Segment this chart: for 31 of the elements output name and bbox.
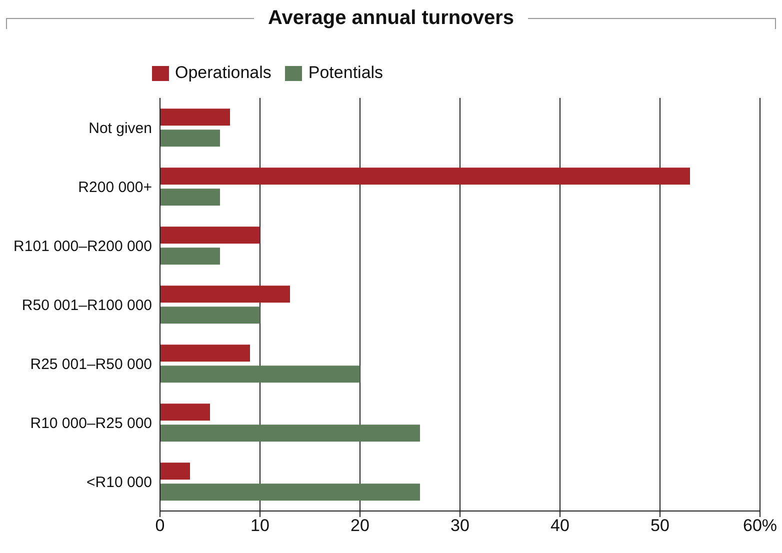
bar bbox=[160, 286, 290, 303]
legend-label: Operationals bbox=[175, 63, 272, 83]
x-tick-label: 60% bbox=[742, 516, 778, 536]
chart-title: Average annual turnovers bbox=[267, 6, 516, 30]
x-tick-label: 40 bbox=[550, 516, 570, 536]
y-tick-label: R101 000–R200 000 bbox=[14, 238, 152, 255]
bar bbox=[160, 130, 220, 147]
x-tick-label: 30 bbox=[450, 516, 470, 536]
y-tick-label: R25 001–R50 000 bbox=[30, 356, 152, 373]
bar bbox=[160, 248, 220, 265]
legend-label: Potentials bbox=[308, 63, 384, 83]
bar bbox=[160, 404, 210, 421]
x-tick-label: 20 bbox=[350, 516, 370, 536]
bar bbox=[160, 462, 190, 480]
y-tick-label: R10 000–R25 000 bbox=[30, 414, 152, 432]
y-tick-label: R200 000+ bbox=[78, 178, 152, 196]
bar bbox=[160, 366, 360, 383]
y-tick-label: R50 001–R100 000 bbox=[22, 296, 152, 314]
bar bbox=[160, 424, 420, 442]
x-tick-label: 50 bbox=[650, 516, 670, 536]
y-tick-label: Not given bbox=[88, 120, 152, 137]
bar bbox=[160, 226, 260, 244]
bar bbox=[160, 188, 220, 206]
bar bbox=[160, 306, 260, 324]
x-tick-label: 0 bbox=[155, 516, 165, 536]
bar bbox=[160, 344, 250, 362]
bar bbox=[160, 484, 420, 501]
bar bbox=[160, 108, 230, 126]
x-tick-label: 10 bbox=[250, 516, 270, 536]
bar bbox=[160, 168, 690, 185]
y-tick-label: <R10 000 bbox=[86, 474, 152, 491]
